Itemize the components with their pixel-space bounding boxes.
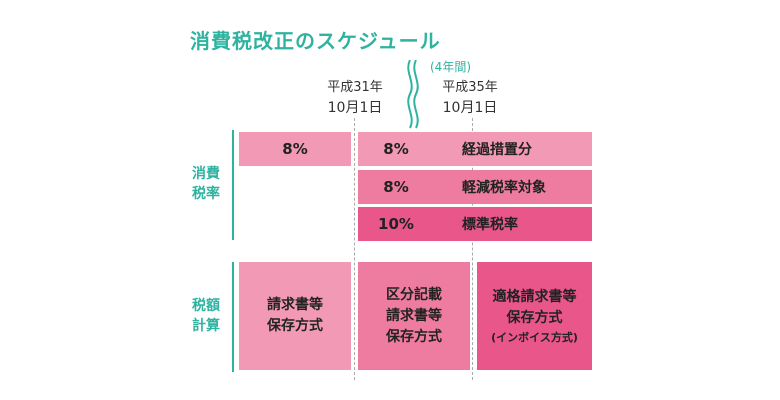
date-label-h31: 平成31年 10月1日 xyxy=(300,78,410,118)
date-era: 平成31年 xyxy=(327,80,383,95)
rate-label: 軽減税率対象 xyxy=(462,180,546,196)
tax-calc-row-label: 税額 計算 xyxy=(186,296,226,336)
row-label-line: 税率 xyxy=(192,186,220,202)
calc-box-line: 請求書等 xyxy=(386,307,442,324)
row-label-line: 計算 xyxy=(192,318,220,334)
timeline-line-h31 xyxy=(354,118,355,380)
calc-box-invoice-storage: 請求書等 保存方式 xyxy=(239,262,351,370)
calc-box-itemized-invoice: 区分記載 請求書等 保存方式 xyxy=(358,262,470,370)
tax-calc-bracket xyxy=(232,262,234,372)
rate-bar-reduced: 8% 軽減税率対象 xyxy=(358,170,592,204)
tax-rate-bracket xyxy=(232,130,234,240)
date-day: 10月1日 xyxy=(327,100,383,116)
date-day: 10月1日 xyxy=(442,100,498,116)
date-label-h35: 平成35年 10月1日 xyxy=(420,78,520,118)
tax-rate-row-label: 消費 税率 xyxy=(186,164,226,204)
timeline-line-h35 xyxy=(472,118,473,380)
rate-bar-transitional: 8% 経過措置分 xyxy=(358,132,592,166)
rate-bar-current: 8% xyxy=(239,132,351,166)
row-label-line: 税額 xyxy=(192,298,220,314)
calc-box-line: 保存方式 xyxy=(506,309,563,326)
rate-percent: 8% xyxy=(282,140,308,158)
rate-percent: 8% xyxy=(383,140,409,158)
rate-label: 経過措置分 xyxy=(462,142,532,158)
calc-box-note: (インボイス方式) xyxy=(491,330,578,344)
calc-box-line: 請求書等 xyxy=(267,297,323,313)
period-note: (4年間) xyxy=(430,60,471,74)
calc-box-line: 保存方式 xyxy=(386,328,442,345)
calc-box-line: 適格請求書等 xyxy=(492,288,577,305)
page-title: 消費税改正のスケジュール xyxy=(190,29,441,53)
calc-box-line: 保存方式 xyxy=(267,318,323,334)
date-era: 平成35年 xyxy=(442,80,498,95)
period-break-wave xyxy=(407,60,419,129)
row-label-line: 消費 xyxy=(192,166,220,182)
rate-bar-standard: 10% 標準税率 xyxy=(358,207,592,241)
rate-percent: 8% xyxy=(383,178,409,196)
calc-box-qualified-invoice: 適格請求書等 保存方式 (インボイス方式) xyxy=(477,262,592,370)
rate-label: 標準税率 xyxy=(462,217,518,233)
rate-percent: 10% xyxy=(378,215,414,233)
calc-box-line: 区分記載 xyxy=(386,286,442,303)
